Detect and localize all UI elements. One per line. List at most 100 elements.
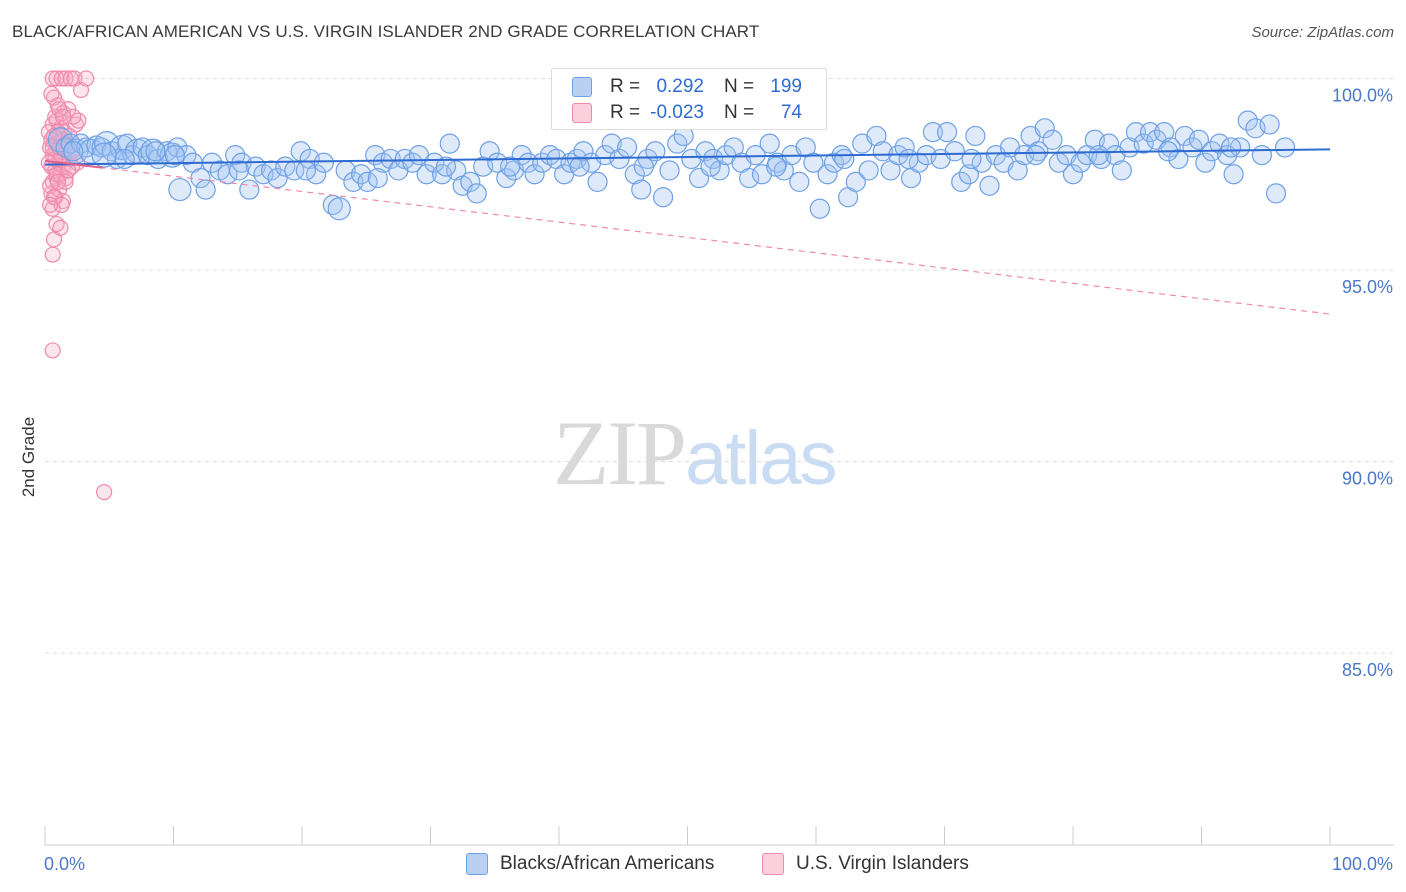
point-blacks xyxy=(1188,129,1210,150)
point-virgin-islanders xyxy=(45,127,63,145)
point-blacks xyxy=(631,179,652,200)
series-legend: Blacks/African Americans U.S. Virgin Isl… xyxy=(0,850,1406,880)
point-blacks xyxy=(1007,160,1028,181)
legend-item-virgin-islanders[interactable]: U.S. Virgin Islanders xyxy=(762,853,969,875)
legend-label-virgin-islanders: U.S. Virgin Islanders xyxy=(796,853,969,874)
point-blacks xyxy=(958,164,980,185)
stats-row-virgin-islanders: R = -0.023 N = 74 xyxy=(572,101,802,125)
point-blacks xyxy=(479,141,500,162)
chart-title: BLACK/AFRICAN AMERICAN VS U.S. VIRGIN IS… xyxy=(12,22,760,41)
point-blacks xyxy=(866,125,887,147)
trend-lines xyxy=(44,148,1331,315)
point-blacks xyxy=(343,171,364,193)
point-blacks xyxy=(524,164,545,185)
source-label: Source: ZipAtlas.com xyxy=(1251,24,1394,41)
point-blacks xyxy=(817,164,838,185)
point-blacks xyxy=(936,122,958,143)
point-blacks xyxy=(1274,137,1296,158)
point-blacks xyxy=(587,171,608,193)
stats-legend: R = 0.292 N = 199 R = -0.023 N = 74 xyxy=(551,68,827,130)
trend-line-virgin-islanders-solid xyxy=(44,159,103,169)
point-blacks xyxy=(894,137,915,158)
point-blacks xyxy=(700,156,721,177)
point-blacks xyxy=(645,141,666,162)
point-blacks xyxy=(195,179,216,200)
point-blacks xyxy=(145,141,166,162)
point-blacks xyxy=(1168,148,1189,170)
point-blacks xyxy=(569,156,590,177)
series-blacks xyxy=(47,110,1296,221)
point-virgin-islanders xyxy=(42,196,59,213)
point-blacks xyxy=(424,152,445,173)
point-blacks xyxy=(460,171,481,193)
point-blacks xyxy=(1088,145,1109,166)
point-blacks xyxy=(1125,122,1147,143)
point-blacks xyxy=(845,171,866,193)
point-blacks xyxy=(117,133,138,154)
point-blacks xyxy=(1062,164,1084,185)
point-blacks xyxy=(1220,137,1242,158)
y-axis-labels: 85.0% 90.0% 95.0% 100.0% xyxy=(1332,86,1393,681)
point-blacks xyxy=(239,179,260,200)
stats-r-value: 0.292 xyxy=(656,76,704,97)
point-blacks xyxy=(439,133,460,154)
point-virgin-islanders xyxy=(54,108,72,125)
point-blacks xyxy=(313,152,334,173)
y-tick-label-95: 95.0% xyxy=(1342,277,1393,297)
point-blacks xyxy=(789,171,810,193)
point-blacks xyxy=(858,160,879,181)
point-blacks xyxy=(965,125,986,147)
point-blacks xyxy=(872,141,893,162)
point-blacks xyxy=(573,141,594,162)
point-virgin-islanders xyxy=(43,85,60,102)
stats-r-label: R = xyxy=(610,76,641,97)
point-blacks xyxy=(617,137,638,158)
point-virgin-islanders xyxy=(53,196,70,213)
point-blacks xyxy=(1111,160,1132,181)
point-blacks xyxy=(652,187,674,208)
y-tick-label-90: 90.0% xyxy=(1342,469,1393,489)
point-blacks xyxy=(898,148,919,170)
point-blacks xyxy=(766,156,787,177)
legend-item-blacks[interactable]: Blacks/African Americans xyxy=(466,853,714,875)
point-virgin-islanders xyxy=(96,484,113,501)
point-blacks xyxy=(1098,133,1120,154)
point-virgin-islanders xyxy=(45,231,63,248)
point-virgin-islanders xyxy=(44,342,61,359)
point-blacks xyxy=(267,167,288,189)
point-blacks xyxy=(1195,152,1216,173)
point-blacks xyxy=(1133,133,1154,154)
point-blacks xyxy=(114,148,135,170)
point-blacks xyxy=(759,133,780,154)
stats-swatch-blacks xyxy=(572,77,592,97)
stats-n-value: 199 xyxy=(770,76,802,97)
stats-n-label: N = xyxy=(724,76,755,97)
point-blacks xyxy=(380,148,401,170)
point-blacks xyxy=(922,122,944,143)
point-blacks xyxy=(1025,145,1046,166)
point-blacks xyxy=(466,183,487,204)
point-blacks xyxy=(327,197,351,221)
stats-n-value: 74 xyxy=(780,102,802,123)
y-tick-label-100: 100.0% xyxy=(1332,86,1393,106)
stats-n-label: N = xyxy=(724,102,755,123)
point-blacks xyxy=(659,160,680,181)
legend-swatch-blacks xyxy=(466,853,488,875)
point-blacks xyxy=(1209,133,1230,154)
point-blacks xyxy=(1028,141,1049,162)
point-blacks xyxy=(1154,122,1175,143)
trend-line-blacks xyxy=(44,148,1331,166)
stats-r-label: R = xyxy=(610,102,641,123)
point-blacks xyxy=(803,152,824,173)
watermark: ZIPatlas xyxy=(553,400,838,506)
point-blacks xyxy=(367,167,388,189)
point-blacks xyxy=(703,148,724,170)
point-blacks xyxy=(1251,145,1272,166)
point-blacks xyxy=(539,145,561,166)
point-blacks xyxy=(834,148,855,170)
stats-row-blacks: R = 0.292 N = 199 xyxy=(572,75,802,99)
x-tick-label-min: 0.0% xyxy=(44,854,85,874)
point-blacks xyxy=(979,175,1000,196)
point-virgin-islanders xyxy=(51,101,68,118)
